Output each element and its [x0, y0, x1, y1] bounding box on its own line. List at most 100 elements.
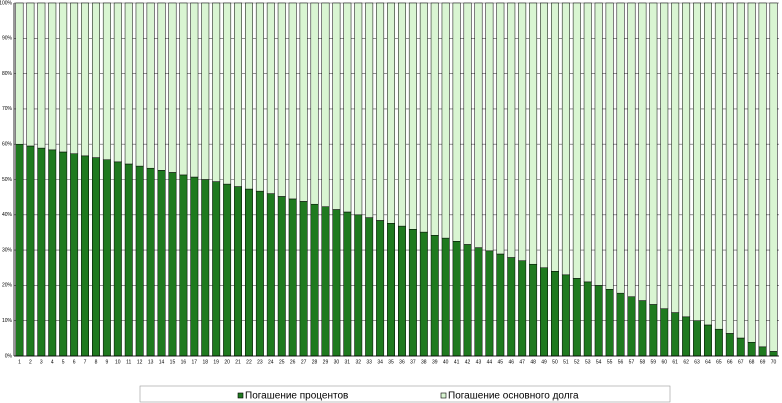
x-tick-label: 19 — [213, 359, 219, 365]
bar-segment — [769, 351, 778, 357]
bar-segment — [616, 292, 625, 357]
x-tick-label: 18 — [202, 359, 208, 365]
bar-segment — [540, 2, 549, 268]
x-tick-label: 39 — [432, 359, 438, 365]
bar-segment — [201, 179, 210, 357]
x-tick-label: 48 — [530, 359, 536, 365]
bar-segment — [736, 337, 745, 357]
y-tick-label: 50% — [2, 177, 13, 183]
y-tick-label: 100% — [0, 0, 13, 6]
bar-segment — [37, 2, 46, 149]
bar-segment — [299, 201, 308, 357]
x-tick-label: 59 — [651, 359, 657, 365]
bar-segment — [419, 231, 428, 357]
bar-segment — [572, 2, 581, 279]
bar-segment — [212, 181, 221, 357]
x-tick-label: 41 — [454, 359, 460, 365]
bar-segment — [496, 253, 505, 357]
bar-segment — [288, 2, 297, 200]
bar-segment — [529, 2, 538, 265]
bar-segment — [124, 163, 133, 357]
bar-segment — [223, 183, 232, 357]
bar-segment — [124, 2, 133, 165]
bar-segment — [135, 2, 144, 167]
bar-segment — [430, 2, 439, 236]
bar-segment — [703, 2, 712, 326]
x-tick-label: 62 — [683, 359, 689, 365]
bar-segment — [157, 170, 166, 357]
x-tick-label: 54 — [596, 359, 602, 365]
bar-segment — [266, 193, 275, 357]
bar-segment — [59, 151, 68, 357]
x-tick-label: 23 — [257, 359, 263, 365]
legend-swatch — [440, 392, 447, 399]
bar-segment — [561, 274, 570, 357]
x-tick-label: 40 — [443, 359, 449, 365]
bar-segment — [474, 2, 483, 248]
bar-segment — [135, 165, 144, 357]
x-tick-label: 35 — [388, 359, 394, 365]
x-tick-label: 6 — [73, 359, 76, 365]
bar-segment — [310, 2, 319, 205]
x-tick-label: 47 — [519, 359, 525, 365]
bar-segment — [168, 2, 177, 173]
bar-segment — [496, 2, 505, 255]
bar-segment — [430, 235, 439, 357]
bar-segment — [113, 161, 122, 357]
x-tick-label: 69 — [760, 359, 766, 365]
bar-segment — [682, 316, 691, 357]
bar-segment — [179, 174, 188, 357]
bar-segment — [332, 2, 341, 210]
bar-segment — [463, 244, 472, 357]
x-tick-label: 28 — [312, 359, 318, 365]
bar-segment — [48, 2, 57, 151]
y-tick-label: 10% — [2, 318, 13, 324]
bar-segment — [244, 188, 253, 357]
bar-segment — [299, 2, 308, 202]
bar-segment — [550, 2, 559, 272]
bar-segment — [693, 320, 702, 357]
bar-segment — [529, 263, 538, 357]
bar-segment — [146, 2, 155, 169]
bar-segment — [190, 2, 199, 178]
bar-segment — [332, 209, 341, 357]
bar-segment — [408, 229, 417, 357]
bar-segment — [59, 2, 68, 153]
bar-segment — [376, 220, 385, 357]
x-tick-label: 55 — [607, 359, 613, 365]
bar-segment — [758, 346, 767, 357]
x-tick-label: 1 — [18, 359, 21, 365]
bar-segment — [310, 203, 319, 357]
y-tick-label: 80% — [2, 71, 13, 77]
bar-segment — [255, 190, 264, 357]
x-tick-label: 44 — [487, 359, 493, 365]
bar-segment — [321, 206, 330, 357]
x-tick-label: 25 — [279, 359, 285, 365]
x-tick-label: 33 — [366, 359, 372, 365]
bar-segment — [37, 147, 46, 357]
bar-segment — [365, 2, 374, 218]
bar-segment — [113, 2, 122, 163]
y-tick-label: 30% — [2, 247, 13, 253]
bar-segment — [343, 2, 352, 213]
bar-segment — [605, 2, 614, 290]
bar-segment — [671, 312, 680, 357]
bar-segment — [376, 2, 385, 221]
x-tick-label: 68 — [749, 359, 755, 365]
x-tick-label: 29 — [323, 359, 329, 365]
bar-segment — [288, 198, 297, 357]
bar-segment — [419, 2, 428, 233]
x-tick-label: 14 — [159, 359, 165, 365]
bar-segment — [660, 308, 669, 357]
bar-segment — [234, 186, 243, 357]
y-tick-label: 0% — [5, 353, 13, 359]
x-tick-label: 36 — [399, 359, 405, 365]
bar-segment — [277, 196, 286, 357]
x-tick-label: 24 — [268, 359, 274, 365]
x-tick-label: 64 — [705, 359, 711, 365]
bar-segment — [277, 2, 286, 197]
x-tick-label: 60 — [661, 359, 667, 365]
bar-segment — [354, 2, 363, 216]
legend-label: Погашение процентов — [245, 391, 348, 402]
